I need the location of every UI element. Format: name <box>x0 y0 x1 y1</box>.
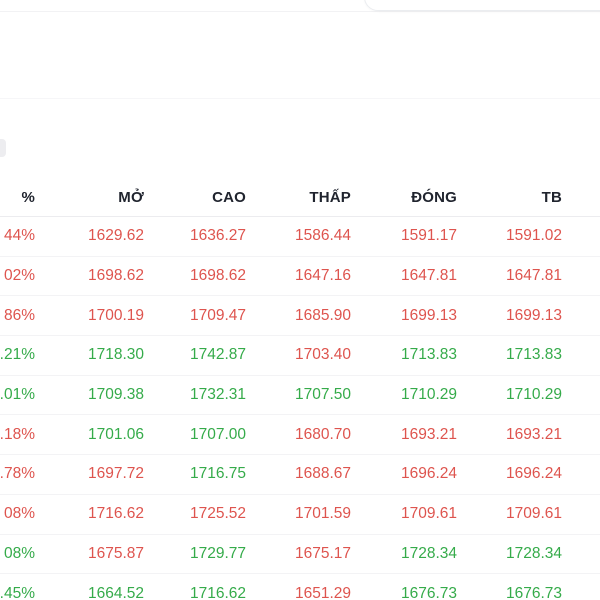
cell-close: 1728.34 <box>351 534 457 575</box>
cell-pct: 44% <box>0 216 35 257</box>
spacer-cell <box>562 295 600 337</box>
table-row: .78% 1697.72 1716.75 1688.67 1696.24 1696.24 <box>0 454 600 495</box>
cell-close: 1699.13 <box>351 295 457 337</box>
cell-open: 1698.62 <box>35 256 144 297</box>
spacer-cell <box>562 256 600 297</box>
cell-avg: 1647.81 <box>457 256 562 297</box>
spacer-cell <box>562 414 600 456</box>
cell-high: 1716.75 <box>144 454 246 495</box>
cell-pct: 08% <box>0 534 35 575</box>
table-row: 86% 1700.19 1709.47 1685.90 1699.13 1699.13 <box>0 295 600 337</box>
spacer-cell <box>562 216 600 257</box>
table-row: .45% 1664.52 1716.62 1651.29 1676.73 1676.73 <box>0 573 600 600</box>
cell-open: 1701.06 <box>35 414 144 456</box>
spacer-cell <box>562 178 600 217</box>
cell-low: 1651.29 <box>246 573 351 600</box>
cell-pct: .01% <box>0 375 35 416</box>
spacer-cell <box>562 573 600 600</box>
cell-avg: 1591.02 <box>457 216 562 257</box>
price-table: % MỞ CAO THẤP ĐÓNG TB 44% 1629.62 1636.27 1586.4… <box>0 178 600 600</box>
cell-high: 1742.87 <box>144 335 246 376</box>
table-row: 08% 1675.87 1729.77 1675.17 1728.34 1728.34 <box>0 534 600 575</box>
spacer-cell <box>562 375 600 416</box>
top-divider <box>0 11 600 12</box>
column-header-low: THẤP <box>246 178 351 217</box>
table-row: 02% 1698.62 1698.62 1647.16 1647.81 1647.81 <box>0 256 600 297</box>
cell-high: 1709.47 <box>144 295 246 337</box>
column-header-high: CAO <box>144 178 246 217</box>
cell-close: 1693.21 <box>351 414 457 456</box>
cell-open: 1675.87 <box>35 534 144 575</box>
cell-high: 1636.27 <box>144 216 246 257</box>
cell-pct: .18% <box>0 414 35 456</box>
cell-open: 1629.62 <box>35 216 144 257</box>
cell-pct: 02% <box>0 256 35 297</box>
cell-high: 1732.31 <box>144 375 246 416</box>
spacer-cell <box>562 534 600 575</box>
cell-high: 1707.00 <box>144 414 246 456</box>
cell-low: 1647.16 <box>246 256 351 297</box>
cell-avg: 1728.34 <box>457 534 562 575</box>
table-row: .18% 1701.06 1707.00 1680.70 1693.21 1693.21 <box>0 414 600 456</box>
cell-high: 1716.62 <box>144 573 246 600</box>
cell-low: 1680.70 <box>246 414 351 456</box>
top-control-fragment[interactable] <box>364 0 600 11</box>
cell-close: 1710.29 <box>351 375 457 416</box>
cell-pct: 08% <box>0 494 35 535</box>
spacer-cell <box>562 454 600 495</box>
cell-avg: 1676.73 <box>457 573 562 600</box>
spacer-cell <box>562 335 600 376</box>
cell-avg: 1693.21 <box>457 414 562 456</box>
column-header-pct: % <box>0 178 35 217</box>
cell-low: 1586.44 <box>246 216 351 257</box>
cell-avg: 1710.29 <box>457 375 562 416</box>
cell-low: 1675.17 <box>246 534 351 575</box>
cell-pct: .78% <box>0 454 35 495</box>
cell-low: 1703.40 <box>246 335 351 376</box>
cell-pct: 86% <box>0 295 35 337</box>
cell-high: 1725.52 <box>144 494 246 535</box>
cell-low: 1707.50 <box>246 375 351 416</box>
cell-close: 1647.81 <box>351 256 457 297</box>
cell-avg: 1699.13 <box>457 295 562 337</box>
cell-open: 1697.72 <box>35 454 144 495</box>
cell-close: 1591.17 <box>351 216 457 257</box>
cell-pct: .21% <box>0 335 35 376</box>
cell-low: 1701.59 <box>246 494 351 535</box>
column-header-close: ĐÓNG <box>351 178 457 217</box>
cell-high: 1729.77 <box>144 534 246 575</box>
cell-avg: 1713.83 <box>457 335 562 376</box>
cell-open: 1709.38 <box>35 375 144 416</box>
cell-open: 1716.62 <box>35 494 144 535</box>
cell-pct: .45% <box>0 573 35 600</box>
column-header-avg: TB <box>457 178 562 217</box>
column-header-open: MỞ <box>35 178 144 217</box>
cell-close: 1696.24 <box>351 454 457 495</box>
spacer-cell <box>562 494 600 535</box>
cell-low: 1688.67 <box>246 454 351 495</box>
cell-open: 1664.52 <box>35 573 144 600</box>
table-row: .01% 1709.38 1732.31 1707.50 1710.29 1710.29 <box>0 375 600 416</box>
table-row: 08% 1716.62 1725.52 1701.59 1709.61 1709.61 <box>0 494 600 535</box>
cell-low: 1685.90 <box>246 295 351 337</box>
cell-avg: 1696.24 <box>457 454 562 495</box>
cell-avg: 1709.61 <box>457 494 562 535</box>
left-edge-chip-fragment <box>0 139 6 157</box>
cell-high: 1698.62 <box>144 256 246 297</box>
price-history-table: % MỞ CAO THẤP ĐÓNG TB 44% 1629.62 1636.27 1586.4… <box>0 178 600 600</box>
cell-open: 1700.19 <box>35 295 144 337</box>
cell-close: 1676.73 <box>351 573 457 600</box>
section-divider <box>0 98 600 99</box>
table-row: .21% 1718.30 1742.87 1703.40 1713.83 1713.83 <box>0 335 600 376</box>
cell-open: 1718.30 <box>35 335 144 376</box>
cell-close: 1713.83 <box>351 335 457 376</box>
cell-close: 1709.61 <box>351 494 457 535</box>
table-row: 44% 1629.62 1636.27 1586.44 1591.17 1591.02 <box>0 216 600 257</box>
table-header-row: % MỞ CAO THẤP ĐÓNG TB <box>0 178 600 217</box>
